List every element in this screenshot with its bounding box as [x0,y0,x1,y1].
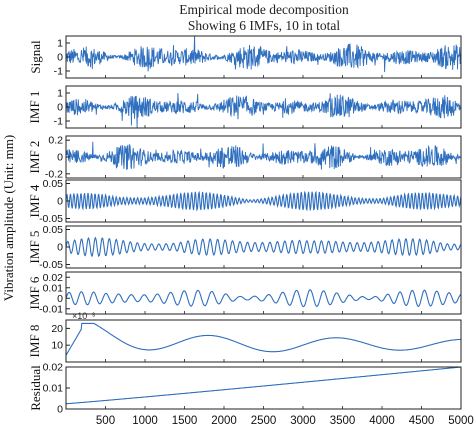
y-tick-label: 0.01 [43,282,64,294]
panel-label: IMF 8 [27,325,42,358]
y-tick-label: 0.05 [43,178,64,190]
series-line [66,36,461,73]
chart-subtitle: Showing 6 IMFs, 10 in total [188,18,341,33]
x-tick-label: 3000 [290,415,316,427]
x-tick-label: 2500 [251,415,277,427]
panel-imf-1: -1 0 1 IMF 1 [27,85,462,129]
x-tick-label: 4500 [409,415,435,427]
series-line [66,141,461,170]
y-tick-label: -1 [54,66,63,78]
panel-label: IMF 1 [27,91,42,124]
y-tick-label: -0.2 [45,168,63,180]
series-line [66,367,461,405]
series-line [66,236,461,258]
x-tick-label: 5000 [448,415,474,427]
y-tick-label: 0.02 [43,362,64,374]
series-line [66,289,461,308]
panel-label: IMF 6 [27,276,42,309]
y-tick-label: 0.02 [43,272,64,284]
chart-title: Empirical mode decomposition [179,2,349,17]
panel-frame [65,319,462,363]
panel-imf-8: 10 20 IMF 8 ×10⁻³ [27,311,462,363]
series-line [66,322,461,356]
y-tick-label: -0.01 [39,303,63,315]
x-tick-label: 1000 [132,415,158,427]
x-tick-label: 1500 [172,415,198,427]
series-line [66,92,461,128]
x-tick-labels: 500 1000 1500 2000 2500 3000 3500 4000 4500 5000 [96,415,474,427]
y-tick-label: 0 [57,196,63,208]
panel-signal: -1 0 1 Signal [28,35,462,79]
y-tick-label: 10 [51,340,63,352]
y-tick-label: 0.01 [43,383,64,395]
panel-imf-2: -0.2 0 0.2 IMF 2 [27,135,462,180]
y-tick-label: 0 [57,152,63,164]
panel-label: Signal [28,40,43,74]
y-tick-label: -1 [54,116,63,128]
x-tick-label: 2000 [211,415,237,427]
y-tick-label: 0 [57,52,63,64]
y-tick-label: 0 [57,293,63,305]
series-line [66,190,461,212]
x-tick-label: 3500 [330,415,356,427]
exponent-label: ×10⁻³ [72,311,95,321]
y-tick-label: 1 [57,88,63,100]
panel-label: IMF 2 [27,141,42,174]
panel-label: IMF 4 [27,184,42,217]
y-axis-label: Vibration amplitude (Unit: mm) [1,135,16,301]
x-tick-label: 4000 [369,415,395,427]
y-tick-label: 20 [51,323,63,335]
panel-label: IMF 5 [27,231,42,264]
y-tick-label: 0.05 [43,224,64,236]
y-tick-label: 0 [57,242,63,254]
y-tick-label: -0.05 [39,259,63,271]
y-tick-label: 0 [57,102,63,114]
y-tick-label: 0.2 [48,135,63,147]
y-tick-label: 0 [57,404,63,416]
panel-label: Residual [28,365,43,411]
x-tick-label: 500 [96,415,115,427]
y-tick-label: 1 [57,38,63,50]
y-tick-label: -0.05 [39,213,63,225]
